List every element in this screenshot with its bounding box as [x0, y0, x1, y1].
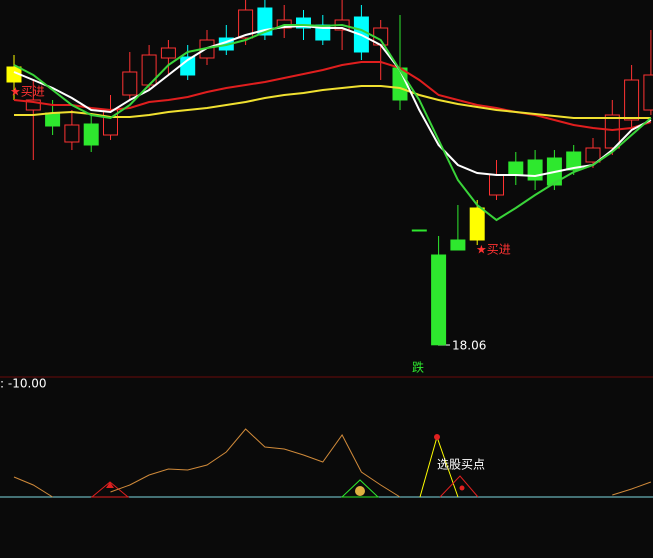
candle-body: [411, 229, 427, 232]
candle-body: [296, 17, 311, 29]
ma-line: [13, 61, 652, 132]
signal-triangle: [90, 481, 130, 498]
signal-triangle: [439, 475, 479, 498]
candle-body: [392, 67, 408, 101]
low-label: 18.06: [452, 339, 486, 353]
buy-label: ★买进: [476, 243, 511, 257]
fall-label: 跌: [412, 360, 424, 375]
signal-dot: [459, 485, 465, 491]
indicator-line: [13, 428, 652, 498]
indicator-title: : -10.00: [0, 377, 47, 391]
candle-body: [25, 99, 41, 111]
candle-body: [469, 207, 485, 241]
candle-body: [508, 161, 524, 176]
ma-line: [14, 85, 651, 119]
candle-body: [238, 9, 254, 39]
candle-body: [160, 47, 176, 59]
candle-body: [45, 112, 61, 127]
candle-body: [64, 124, 80, 143]
signal-label: 选股买点: [437, 458, 485, 472]
money-icon: [355, 486, 365, 496]
signal-arrow: [106, 482, 114, 488]
ma-line: [13, 24, 652, 178]
candle-body: [489, 174, 504, 196]
candle-body: [450, 239, 466, 251]
candle-body: [431, 254, 447, 346]
signal-dot: [434, 434, 440, 440]
buy-label: ★买进: [10, 85, 45, 99]
candle-body: [257, 7, 273, 36]
candle-body: [585, 147, 601, 163]
candle-body: [566, 151, 582, 171]
ma-line: [13, 23, 652, 222]
signal-triangle: [340, 479, 380, 498]
candle-body: [643, 74, 653, 111]
candle-body: [122, 71, 138, 96]
candle-body: [604, 114, 620, 149]
candle-body: [83, 123, 99, 146]
candle-body: [624, 79, 640, 121]
